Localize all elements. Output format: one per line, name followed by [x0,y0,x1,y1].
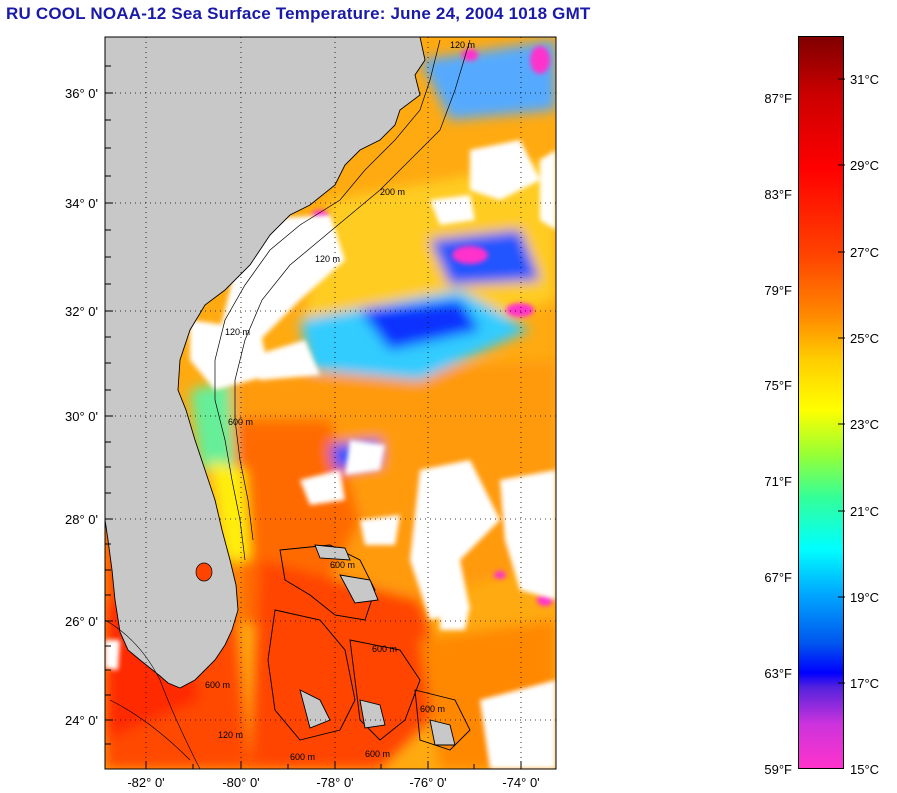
colorbar-f-63: 63°F [764,666,792,681]
colorbar-c-31: 31°C [850,72,880,87]
colorbar-f-79: 79°F [764,283,792,298]
sst-region-bahamas [250,560,450,769]
lat-label-34: 34° 0' [65,196,98,211]
colorbar-c-25: 25°C [850,331,880,346]
contour-label-7: 600 m [205,680,230,690]
lon-label-76: -76° 0' [409,775,446,790]
sst-region-nearshore-yellow [210,460,250,560]
contour-label-8: 600 m [372,644,397,654]
contour-label-5: 600 m [228,417,253,427]
graticule [105,37,556,769]
lon-label-78: -78° 0' [316,775,353,790]
lat-label-24: 24° 0' [65,713,98,728]
colorbar-c-27: 27°C [850,245,880,260]
lat-label-30: 30° 0' [65,409,98,424]
lon-label-74: -74° 0' [502,775,539,790]
gulf-contour-2 [109,699,191,761]
contour-label-9: 600 m [420,704,445,714]
colorbar-gradient [798,36,844,769]
colorbar-f-67: 67°F [764,570,792,585]
colorbar-f-59: 59°F [764,762,792,777]
colorbar-f-75: 75°F [764,378,792,393]
lon-label-80: -80° 0' [222,775,259,790]
colorbar-c-19: 19°C [850,590,880,605]
sst-region-nearshore-cool [190,380,235,470]
colorbar-c-23: 23°C [850,417,880,432]
lat-label-26: 26° 0' [65,614,98,629]
contour-label-3: 120 m [315,254,340,264]
colorbar-c-17: 17°C [850,676,880,691]
sst-region-cold-band [360,300,480,350]
contour-label-6: 600 m [330,560,355,570]
colorbar-f-87: 87°F [764,91,792,106]
land-us-east-coast [105,37,426,689]
contour-label-4: 120 m [225,327,250,337]
colorbar-c-29: 29°C [850,158,880,173]
temperature-colorbar [798,36,844,769]
colorbar-f-83: 83°F [764,187,792,202]
lat-label-28: 28° 0' [65,512,98,527]
bathymetry-contours [214,39,471,561]
contour-label-1: 120 m [450,40,475,50]
colorbar-f-71: 71°F [764,474,792,489]
map-frame [104,36,557,770]
lat-label-36: 36° 0' [65,86,98,101]
colorbar-c-21: 21°C [850,504,880,519]
map-title: RU COOL NOAA-12 Sea Surface Temperature:… [6,4,591,23]
contour-label-11: 600 m [290,752,315,762]
gulf-contour [105,619,201,769]
colorbar-c-15: 15°C [850,762,880,777]
coldest-patches [312,46,553,606]
sst-region-cold-northeast [420,40,556,120]
contour-label-10: 120 m [218,730,243,740]
contour-label-12: 600 m [365,749,390,759]
lake-okeechobee [195,562,213,582]
contour-label-2: 200 m [380,187,405,197]
map-plot-area: 120 m 200 m 120 m 120 m 600 m 600 m 600 … [105,37,556,769]
axis-ticks [105,65,522,769]
lon-label-82: -82° 0' [127,775,164,790]
lat-label-32: 32° 0' [65,304,98,319]
